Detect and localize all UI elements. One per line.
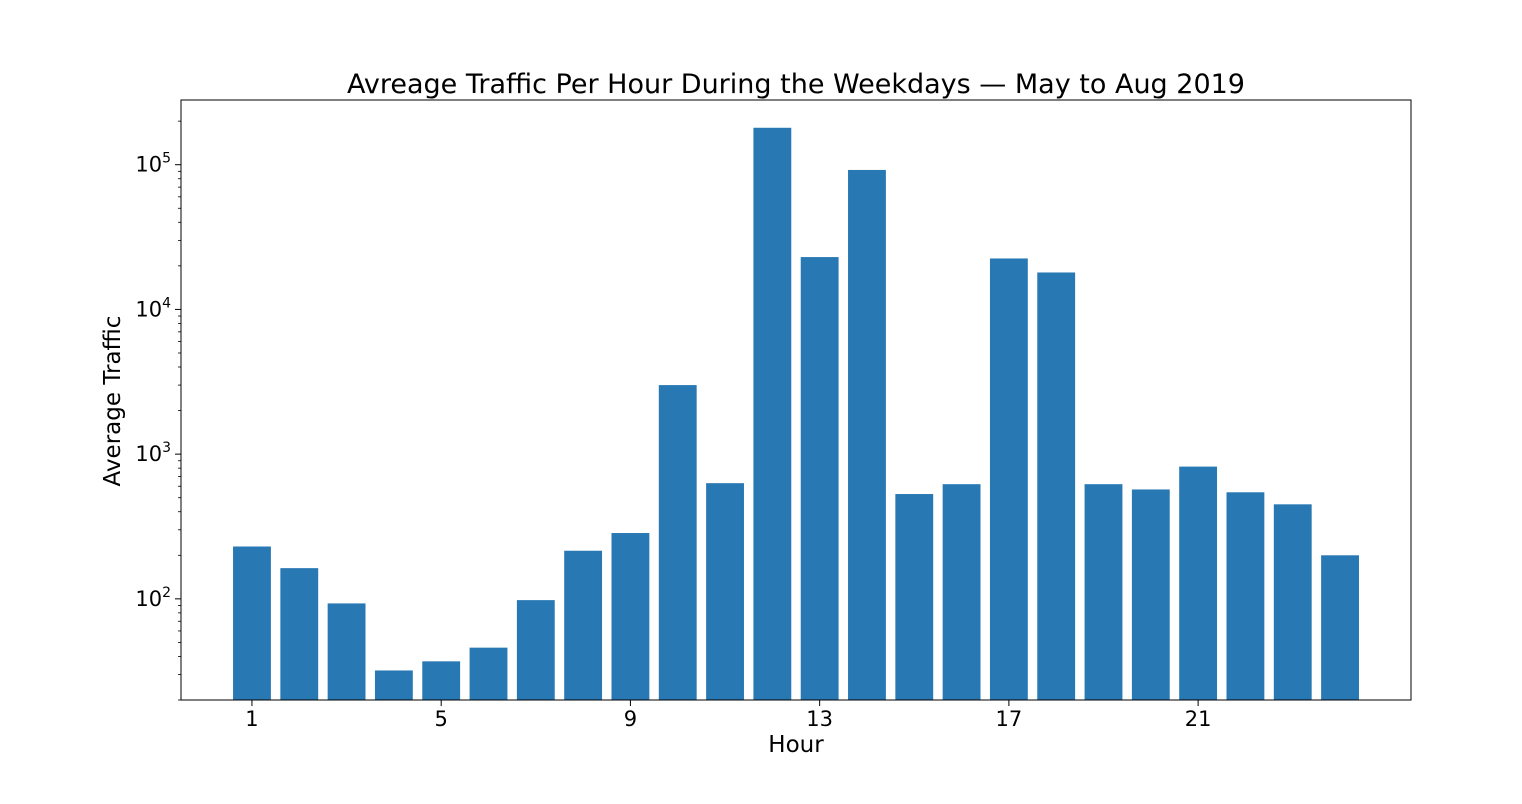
x-tick-label: 9 — [624, 707, 637, 731]
bar-hour-19 — [1084, 484, 1123, 700]
x-tick-label: 5 — [435, 707, 448, 731]
x-tick-label: 13 — [806, 707, 833, 731]
bar-hour-10 — [658, 385, 697, 700]
bar-hour-20 — [1131, 489, 1170, 700]
bar-hour-9 — [611, 533, 650, 700]
bar-hour-23 — [1273, 504, 1312, 700]
plot-frame — [180, 99, 1412, 701]
y-tick-label: 104 — [135, 295, 171, 321]
bar-hour-8 — [564, 550, 603, 700]
bar-hour-16 — [942, 484, 981, 700]
bar-hour-15 — [895, 494, 934, 700]
bar-hour-22 — [1226, 492, 1265, 700]
x-axis-label: Hour — [768, 732, 824, 758]
x-tick-label: 17 — [996, 707, 1023, 731]
bar-hour-3 — [327, 603, 366, 700]
y-tick-label: 103 — [135, 440, 171, 466]
bar-hour-12 — [753, 127, 792, 700]
bar-hour-7 — [516, 600, 555, 700]
bar-hour-2 — [280, 568, 319, 700]
bar-hour-14 — [848, 169, 886, 700]
bar-hour-4 — [374, 670, 413, 700]
bar-hour-18 — [1037, 272, 1076, 700]
y-axis: 102 103 104 105 — [135, 120, 181, 701]
bar-hour-17 — [989, 258, 1028, 700]
bar-hour-13 — [800, 257, 839, 700]
bar-hour-6 — [469, 647, 508, 700]
bars-layer — [233, 127, 1359, 700]
bar-hour-11 — [706, 483, 744, 700]
chart-title: Avreage Traffic Per Hour During the Week… — [347, 69, 1245, 100]
bar-hour-21 — [1179, 466, 1218, 700]
bar-hour-5 — [422, 661, 461, 700]
y-tick-label: 105 — [135, 151, 171, 177]
x-tick-label: 21 — [1185, 707, 1212, 731]
y-tick-label: 102 — [135, 585, 171, 611]
bar-hour-24 — [1321, 555, 1359, 700]
bar-hour-1 — [233, 546, 271, 700]
y-axis-label: Average Traffic — [100, 316, 126, 487]
x-axis: 1 5 9 13 17 21 — [245, 700, 1211, 731]
x-tick-label: 1 — [245, 707, 258, 731]
